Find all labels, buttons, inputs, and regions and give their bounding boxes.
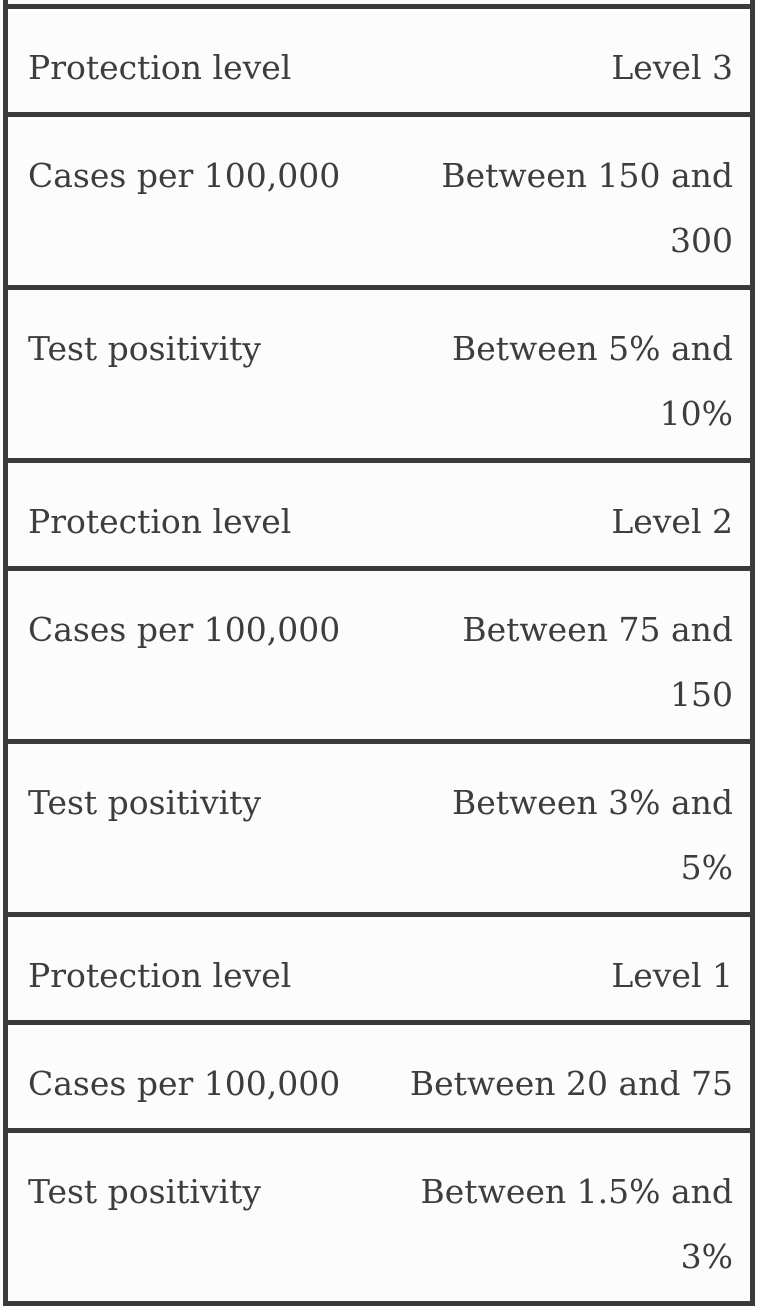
protection-level-table: Protection level Level 3 Cases per 100,0…	[3, 0, 755, 1306]
row-label: Protection level	[28, 956, 292, 995]
table-row: Test positivity Between 5% and 10%	[8, 285, 750, 458]
row-value: Between 5% and 10%	[452, 329, 733, 433]
table-row: Test positivity Between 3% and 5%	[8, 739, 750, 912]
row-label: Cases per 100,000	[28, 156, 341, 195]
row-value: Between 20 and 75	[409, 1064, 733, 1103]
row-value: Between 3% and 5%	[452, 783, 733, 887]
row-label: Protection level	[28, 48, 292, 87]
table-row: Test positivity Between 1.5% and 3%	[8, 1128, 750, 1301]
row-label: Test positivity	[28, 1172, 262, 1211]
row-value: Between 1.5% and 3%	[420, 1172, 733, 1276]
row-label: Test positivity	[28, 783, 262, 822]
table-row: Protection level Level 1	[8, 912, 750, 1020]
table-row: Protection level Level 2	[8, 458, 750, 566]
row-label: Test positivity	[28, 329, 262, 368]
row-value: Level 2	[611, 502, 733, 541]
row-value: Level 1	[611, 956, 733, 995]
row-label: Cases per 100,000	[28, 1064, 341, 1103]
table-row: Protection level Level 3	[8, 4, 750, 112]
row-value: Level 3	[611, 48, 733, 87]
row-value: Between 150 and 300	[441, 156, 733, 260]
row-label: Cases per 100,000	[28, 610, 341, 649]
table-row: Cases per 100,000 Between 75 and 150	[8, 566, 750, 739]
row-value: Between 75 and 150	[462, 610, 733, 714]
row-label: Protection level	[28, 502, 292, 541]
table-row: Cases per 100,000 Between 150 and 300	[8, 112, 750, 285]
table-row: Cases per 100,000 Between 20 and 75	[8, 1020, 750, 1128]
